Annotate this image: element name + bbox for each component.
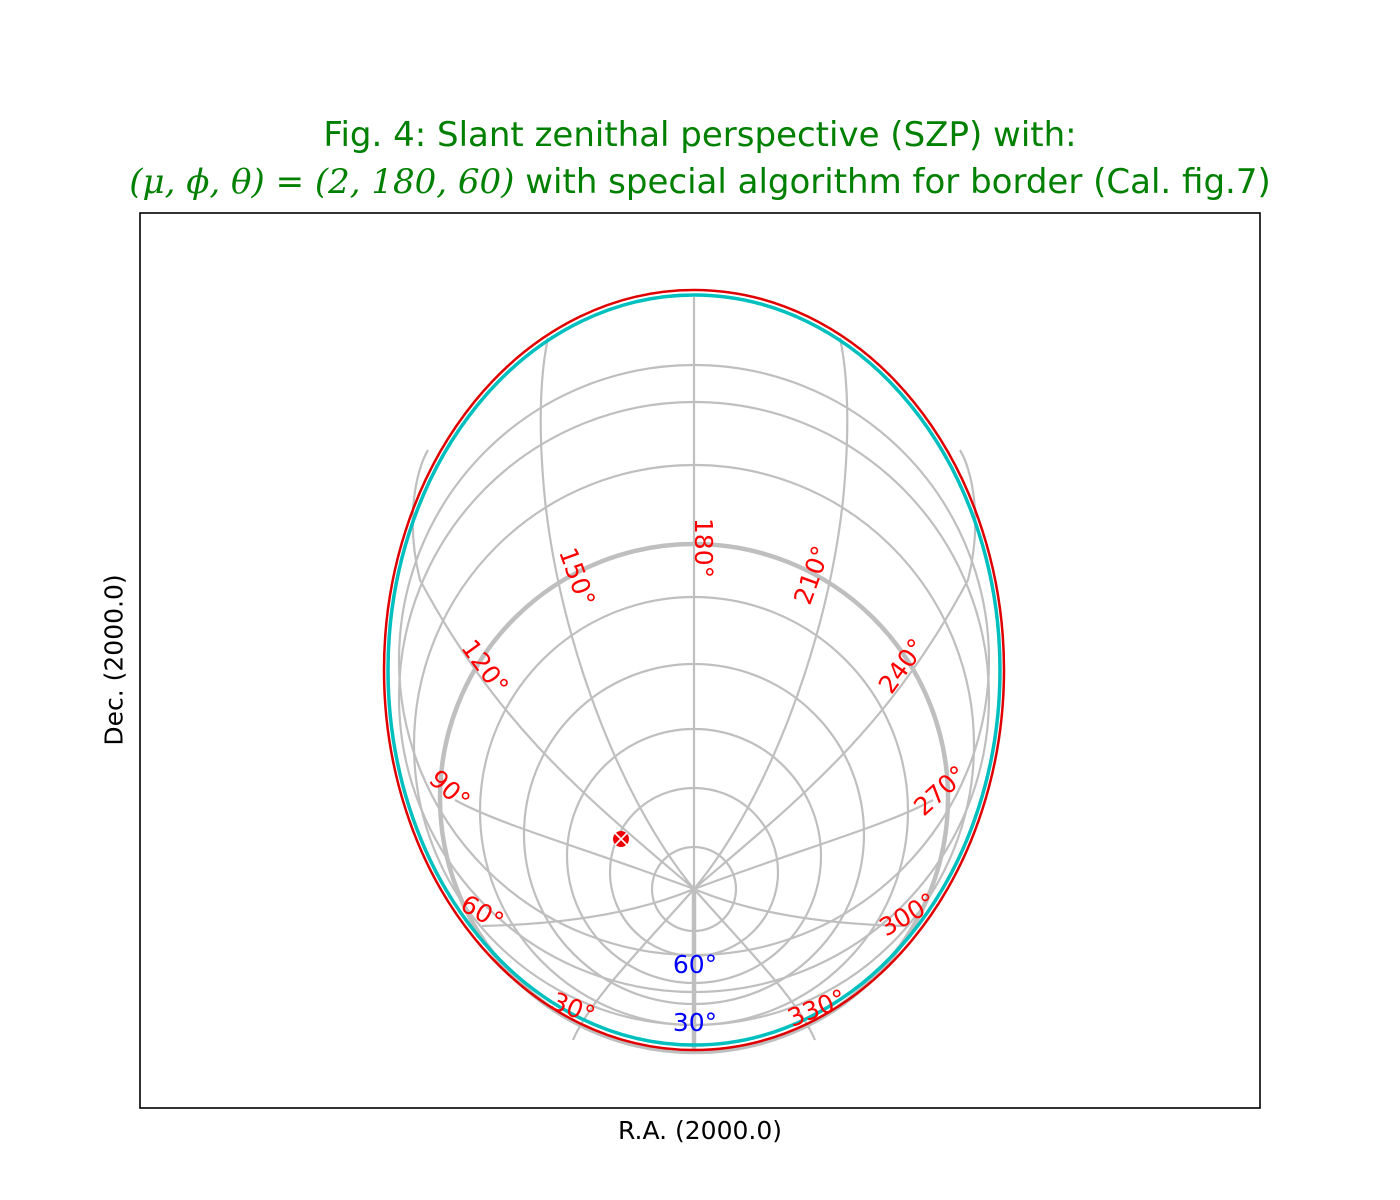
title-line-1: Fig. 4: Slant zenithal perspective (SZP)… <box>323 115 1077 155</box>
longitude-label: 270° <box>908 760 972 822</box>
y-axis-label: Dec. (2000.0) <box>99 574 129 746</box>
latitude-label: 60° <box>673 950 717 979</box>
title-rest: with special algorithm for border (Cal. … <box>514 162 1271 202</box>
meridian-line <box>693 337 849 890</box>
figure-title: Fig. 4: Slant zenithal perspective (SZP)… <box>0 112 1400 206</box>
longitude-label: 210° <box>788 542 836 609</box>
longitude-label: 60° <box>456 889 509 936</box>
meridian-line <box>693 449 977 890</box>
title-equals: = <box>264 162 315 202</box>
title-values: (2, 180, 60) <box>314 162 515 202</box>
title-symbols: (μ, ϕ, θ) <box>129 162 265 202</box>
meridian-line <box>693 887 907 928</box>
meridian-line <box>481 887 695 928</box>
meridian-line <box>693 888 817 1041</box>
marker-cross <box>614 832 628 846</box>
longitude-label: 180° <box>689 518 718 578</box>
meridian-line <box>539 337 695 890</box>
meridian-line <box>454 799 695 891</box>
meridian-line <box>571 888 695 1041</box>
meridian-line <box>693 799 934 891</box>
meridian-line <box>411 449 695 890</box>
longitude-label: 150° <box>553 544 601 611</box>
latitude-label: 30° <box>673 1008 717 1037</box>
border-outer <box>382 288 1006 1052</box>
graticule-grid <box>397 297 991 1055</box>
longitude-label: 330° <box>783 983 850 1032</box>
plot-frame <box>139 212 1261 1109</box>
x-axis-label: R.A. (2000.0) <box>618 1116 782 1145</box>
title-line-2: (μ, ϕ, θ) = (2, 180, 60) with special al… <box>0 159 1400 206</box>
border-inner <box>386 293 1002 1047</box>
